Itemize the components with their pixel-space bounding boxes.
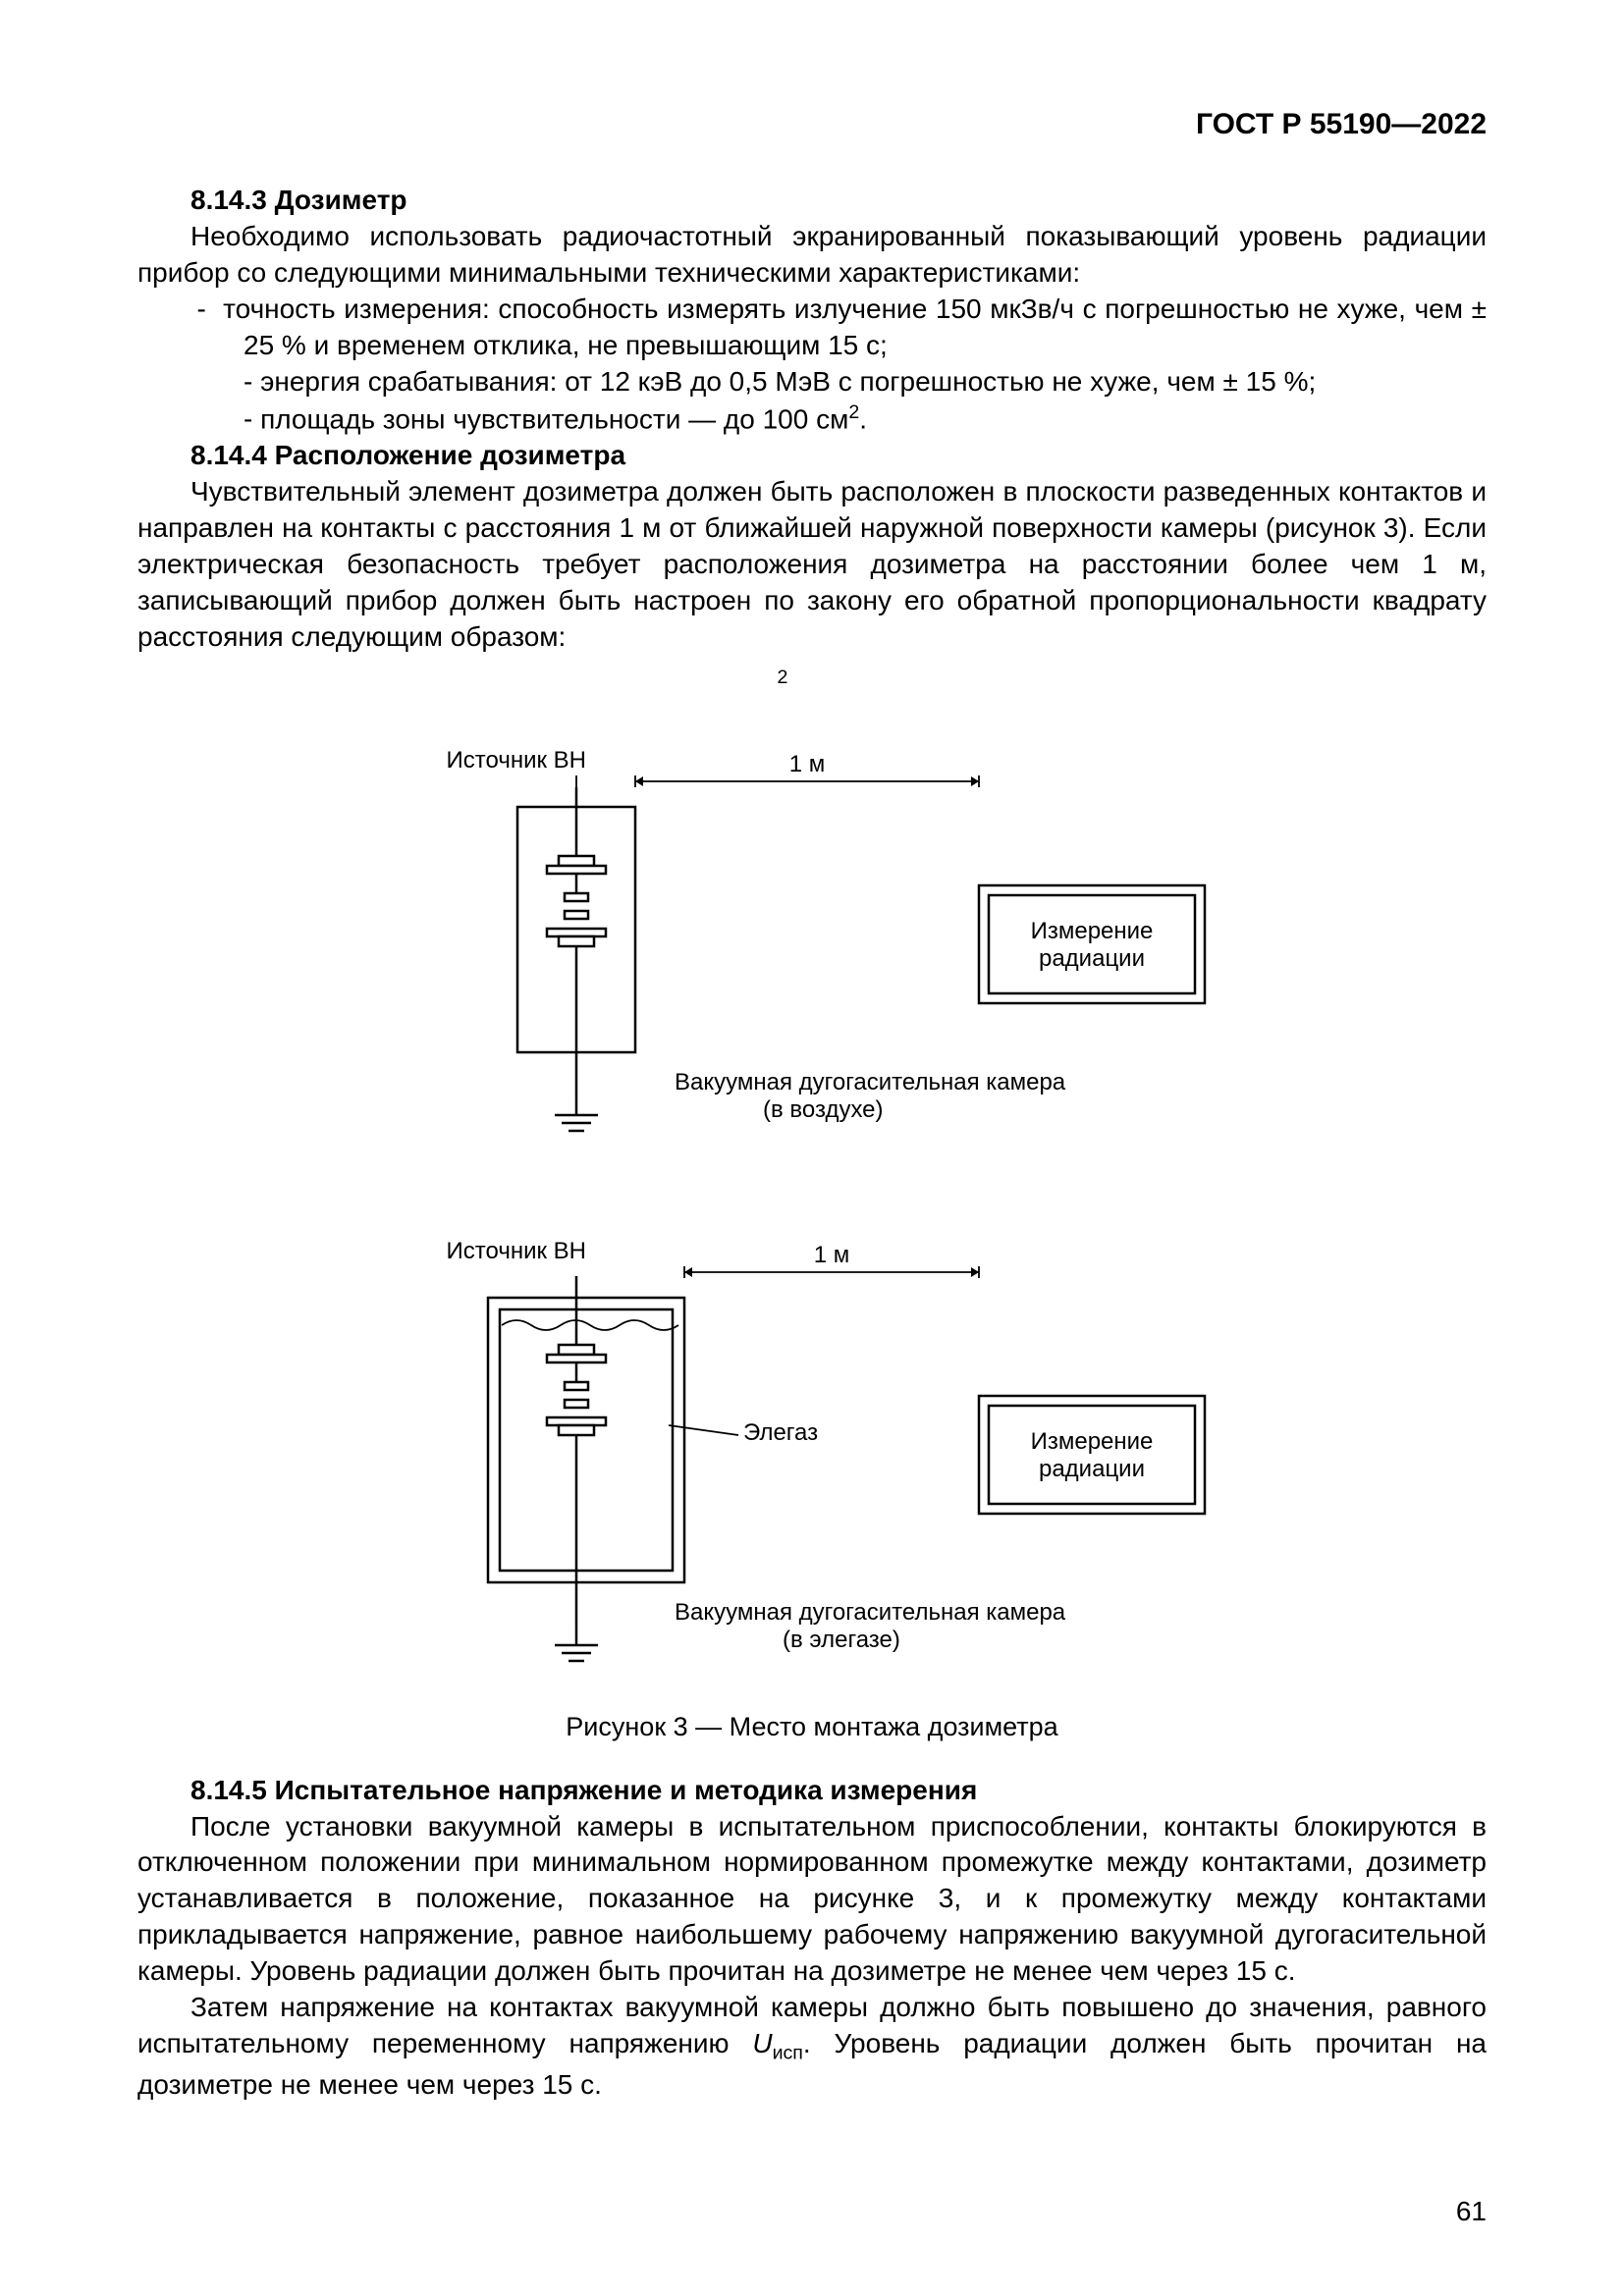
svg-text:(в элегазе): (в элегазе) — [783, 1627, 900, 1653]
svg-text:1 м: 1 м — [789, 751, 826, 777]
figure-3-caption: Рисунок 3 — Место монтажа дозиметра — [137, 1710, 1487, 1745]
figure-3: Источник ВН1 мИзмерениерадиацииВакуумная… — [137, 738, 1487, 1690]
page-number: 61 — [1456, 2196, 1487, 2227]
para-s2-p1: Чувствительный элемент дозиметра должен … — [137, 474, 1487, 656]
bullet-s1-b2: энергия срабатывания: от 12 кэВ до 0,5 М… — [137, 364, 1487, 400]
bullet-s1-b3b: . — [859, 403, 867, 434]
svg-text:Источник ВН: Источник ВН — [447, 1238, 586, 1264]
svg-text:Вакуумная дугогасительная каме: Вакуумная дугогасительная камера — [675, 1069, 1066, 1095]
svg-text:Источник ВН: Источник ВН — [447, 747, 586, 774]
figure-3-svg: Источник ВН1 мИзмерениерадиацииВакуумная… — [351, 738, 1273, 1681]
svg-text:(в воздухе): (в воздухе) — [763, 1096, 884, 1123]
s3-p2-sub: исп — [773, 2043, 803, 2064]
svg-text:1 м: 1 м — [814, 1242, 850, 1268]
para-s1-p1: Необходимо использовать радиочастотный э… — [137, 219, 1487, 292]
bullet-s1-b3: площадь зоны чувствительности — до 100 с… — [137, 400, 1487, 438]
para-s3-p2: Затем напряжение на контактах вакуумной … — [137, 1990, 1487, 2103]
section-8-14-4-title: 8.14.4 Расположение дозиметра — [137, 438, 1487, 474]
page: ГОСТ Р 55190—2022 8.14.3 Дозиметр Необхо… — [0, 0, 1624, 2296]
sup-2: 2 — [848, 401, 859, 423]
standard-header: ГОСТ Р 55190—2022 — [137, 108, 1487, 141]
eq-sup: 2 — [778, 667, 788, 688]
body-text: 8.14.3 Дозиметр Необходимо использовать … — [137, 183, 1487, 2104]
s3-p2-U: U — [752, 2028, 772, 2058]
section-8-14-5-title: 8.14.5 Испытательное напряжение и методи… — [137, 1773, 1487, 1809]
svg-text:Вакуумная дугогасительная каме: Вакуумная дугогасительная камера — [675, 1599, 1066, 1626]
svg-text:Измерение: Измерение — [1031, 918, 1154, 944]
bullet-s1-b3a: площадь зоны чувствительности — до 100 с… — [260, 403, 848, 434]
svg-text:Элегаз: Элегаз — [743, 1419, 818, 1446]
para-s3-p1: После установки вакуумной камеры в испыт… — [137, 1809, 1487, 1991]
svg-text:радиации: радиации — [1039, 1456, 1145, 1482]
svg-text:радиации: радиации — [1039, 945, 1145, 972]
svg-text:Измерение: Измерение — [1031, 1428, 1154, 1455]
bullet-s1-b1-wrap: - точность измерения: способность измеря… — [137, 292, 1487, 364]
bullet-s1-b1: точность измерения: способность измерять… — [223, 294, 1487, 360]
equation: 2 — [137, 666, 1428, 703]
section-8-14-3-title: 8.14.3 Дозиметр — [137, 183, 1487, 219]
equation-row: 2 — [137, 666, 1487, 703]
